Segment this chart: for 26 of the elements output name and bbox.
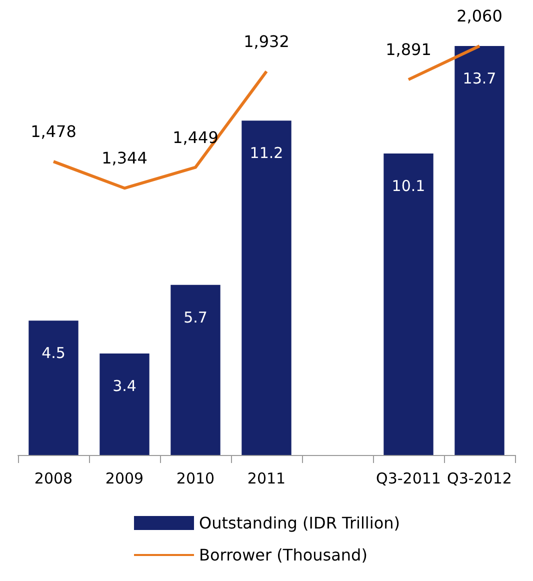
x-tick-label: Q3-2012 xyxy=(447,470,512,488)
data-label: 10.1 xyxy=(392,176,426,195)
bar xyxy=(28,320,78,455)
data-label: 11.2 xyxy=(250,144,284,162)
bar xyxy=(384,153,434,455)
bar xyxy=(170,284,220,455)
data-label: 1,344 xyxy=(102,148,148,168)
data-label: 3.4 xyxy=(112,376,136,395)
data-label: 5.7 xyxy=(184,308,208,326)
data-label: 13.7 xyxy=(462,70,496,88)
bar xyxy=(100,353,150,455)
x-tick-label: 2008 xyxy=(34,470,73,488)
legend-label: Borrower (Thousand) xyxy=(199,546,368,564)
bar xyxy=(242,120,292,455)
bar xyxy=(454,46,504,455)
data-label: 1,891 xyxy=(386,40,432,60)
x-tick-label: 2010 xyxy=(176,470,215,488)
x-tick-label: Q3-2011 xyxy=(376,470,441,488)
data-label: 1,932 xyxy=(244,32,290,51)
data-label: 1,449 xyxy=(172,128,218,147)
legend-label: Outstanding (IDR Trillion) xyxy=(199,514,400,532)
data-label: 4.5 xyxy=(42,344,66,362)
x-tick-label: 2011 xyxy=(247,470,286,488)
x-tick-label: 2009 xyxy=(105,470,144,488)
data-label: 2,060 xyxy=(456,6,502,26)
data-label: 1,478 xyxy=(30,122,76,142)
